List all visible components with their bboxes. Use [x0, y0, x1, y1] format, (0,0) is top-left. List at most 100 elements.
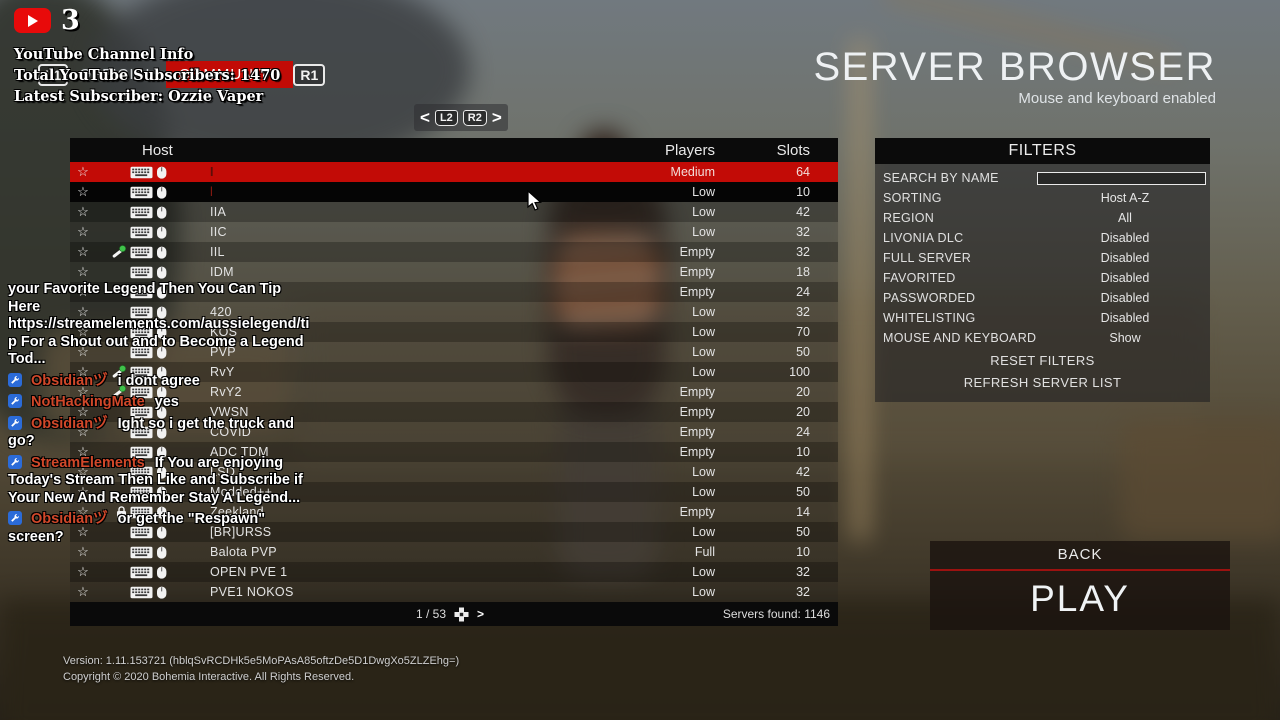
server-host-name: PVE1 NOKOS [210, 585, 294, 599]
server-row[interactable]: ☆ [70, 242, 838, 262]
server-row[interactable]: ☆ [70, 522, 838, 542]
server-row[interactable]: ☆ [70, 222, 838, 242]
favorite-star-icon[interactable]: ☆ [77, 524, 89, 539]
filter-value[interactable]: Disabled [1100, 251, 1150, 265]
filter-row[interactable]: LIVONIA DLC Disabled [875, 228, 1210, 248]
server-row[interactable]: ☆ [70, 562, 838, 582]
favorite-star-icon[interactable]: ☆ [77, 564, 89, 579]
server-slots: 20 [796, 405, 810, 419]
favorite-star-icon[interactable]: ☆ [77, 464, 89, 479]
filter-value[interactable]: Show [1109, 331, 1141, 345]
version-footer: Version: 1.11.153721 (hblqSvRCDHk5e5MoPA… [63, 653, 459, 685]
favorite-star-icon[interactable]: ☆ [77, 304, 89, 319]
server-row[interactable]: ☆ [70, 582, 838, 602]
favorite-star-icon[interactable]: ☆ [77, 244, 89, 259]
server-row[interactable]: ☆ [70, 482, 838, 502]
server-row[interactable]: ☆ [70, 382, 838, 402]
column-header-players[interactable]: Players [664, 141, 715, 159]
favorite-star-icon[interactable]: ☆ [77, 164, 89, 179]
favorite-star-icon[interactable]: ☆ [77, 424, 89, 439]
search-by-name-label: SEARCH BY NAME [883, 171, 999, 185]
filter-row[interactable]: FAVORITED Disabled [875, 268, 1210, 288]
play-button[interactable]: PLAY [1030, 578, 1130, 619]
favorite-star-icon[interactable]: ☆ [77, 544, 89, 559]
server-row[interactable]: ☆ [70, 402, 838, 422]
server-row[interactable]: ☆ [70, 202, 838, 222]
back-button[interactable]: BACK [1057, 546, 1103, 563]
favorite-star-icon[interactable]: ☆ [77, 364, 89, 379]
server-row[interactable]: ☆ [70, 542, 838, 562]
next-page-arrow[interactable]: > [477, 607, 485, 621]
favorite-star-icon[interactable]: ☆ [77, 344, 89, 359]
server-row[interactable]: ☆ [70, 362, 838, 382]
keyboard-mouse-icon [130, 166, 167, 179]
l2-trigger-badge[interactable]: L2 [434, 109, 458, 126]
server-row[interactable]: ☆ [70, 502, 838, 522]
filter-row[interactable]: SORTING Host A-Z [875, 188, 1210, 208]
chat-author[interactable]: Obsidianヅ [31, 372, 108, 389]
l1-bumper-badge[interactable]: L1 [38, 63, 69, 86]
keyboard-mouse-icon [130, 506, 167, 519]
server-players-load: Medium [670, 165, 715, 179]
favorite-star-icon[interactable]: ☆ [77, 324, 89, 339]
server-table-body: ☆ [70, 162, 838, 602]
keyboard-mouse-icon [130, 306, 167, 319]
chat-author[interactable]: NotHackingMate [31, 394, 145, 410]
filter-row[interactable]: PASSWORDED Disabled [875, 288, 1210, 308]
server-players-load: Empty [679, 265, 715, 279]
server-row[interactable]: ☆ [70, 462, 838, 482]
reset-filters-button[interactable]: RESET FILTERS [990, 352, 1095, 368]
server-row[interactable]: ☆ [70, 162, 838, 182]
server-players-load: Empty [679, 425, 715, 439]
server-slots: 32 [796, 245, 810, 259]
filter-value[interactable]: Host A-Z [1100, 191, 1150, 205]
filter-row[interactable]: REGION All [875, 208, 1210, 228]
server-row[interactable]: ☆ [70, 302, 838, 322]
filter-value[interactable]: Disabled [1100, 291, 1150, 305]
filter-label: PASSWORDED [883, 291, 976, 305]
filter-row[interactable]: WHITELISTING Disabled [875, 308, 1210, 328]
favorite-star-icon[interactable]: ☆ [77, 504, 89, 519]
favorite-star-icon[interactable]: ☆ [77, 584, 89, 599]
favorite-star-icon[interactable]: ☆ [77, 384, 89, 399]
server-row[interactable]: ☆ [70, 182, 838, 202]
favorite-star-icon[interactable]: ☆ [77, 444, 89, 459]
search-by-name-input[interactable] [1037, 171, 1206, 185]
favorite-star-icon[interactable]: ☆ [77, 264, 89, 279]
column-header-host[interactable]: Host [142, 141, 173, 159]
r1-bumper-badge[interactable]: R1 [293, 63, 326, 86]
server-row[interactable]: ☆ [70, 262, 838, 282]
chat-author[interactable]: Obsidianヅ [31, 511, 108, 527]
chat-author[interactable]: Obsidianヅ [31, 415, 108, 432]
filter-row[interactable]: FULL SERVER Disabled [875, 248, 1210, 268]
chat-text: i dont agree [117, 372, 200, 389]
favorite-star-icon[interactable]: ☆ [77, 204, 89, 219]
dpad-icon[interactable] [454, 607, 469, 622]
filter-row[interactable]: MOUSE AND KEYBOARD Show [875, 328, 1210, 348]
page-prev-chevron[interactable]: < [420, 108, 430, 127]
favorite-star-icon[interactable]: ☆ [77, 184, 89, 199]
filter-value[interactable]: Disabled [1100, 271, 1150, 285]
server-row[interactable]: ☆ [70, 282, 838, 302]
favorite-star-icon[interactable]: ☆ [77, 284, 89, 299]
favorite-star-icon[interactable]: ☆ [77, 484, 89, 499]
filter-value[interactable]: Disabled [1100, 231, 1150, 245]
youtube-latest-subscriber: Latest Subscriber: Ozzie Vaper [14, 88, 264, 105]
favorite-star-icon[interactable]: ☆ [77, 224, 89, 239]
filter-value[interactable]: All [1118, 211, 1132, 225]
server-row[interactable]: ☆ [70, 342, 838, 362]
refresh-server-list-button[interactable]: REFRESH SERVER LIST [963, 374, 1122, 390]
chat-author[interactable]: StreamElements [31, 454, 145, 471]
column-header-slots[interactable]: Slots [776, 141, 810, 159]
r2-trigger-badge[interactable]: R2 [462, 109, 487, 126]
filter-value[interactable]: Disabled [1100, 311, 1150, 325]
keyboard-mouse-icon [130, 326, 167, 339]
tab-community[interactable]: COMMUNITY [165, 61, 294, 88]
tab-official[interactable]: OFFICIAL [79, 66, 155, 83]
favorite-star-icon[interactable]: ☆ [77, 404, 89, 419]
page-next-chevron[interactable]: > [491, 108, 502, 127]
server-row[interactable]: ☆ [70, 322, 838, 342]
server-row[interactable]: ☆ [70, 442, 838, 462]
server-row[interactable]: ☆ [70, 422, 838, 442]
chat-text: yes [154, 394, 179, 410]
